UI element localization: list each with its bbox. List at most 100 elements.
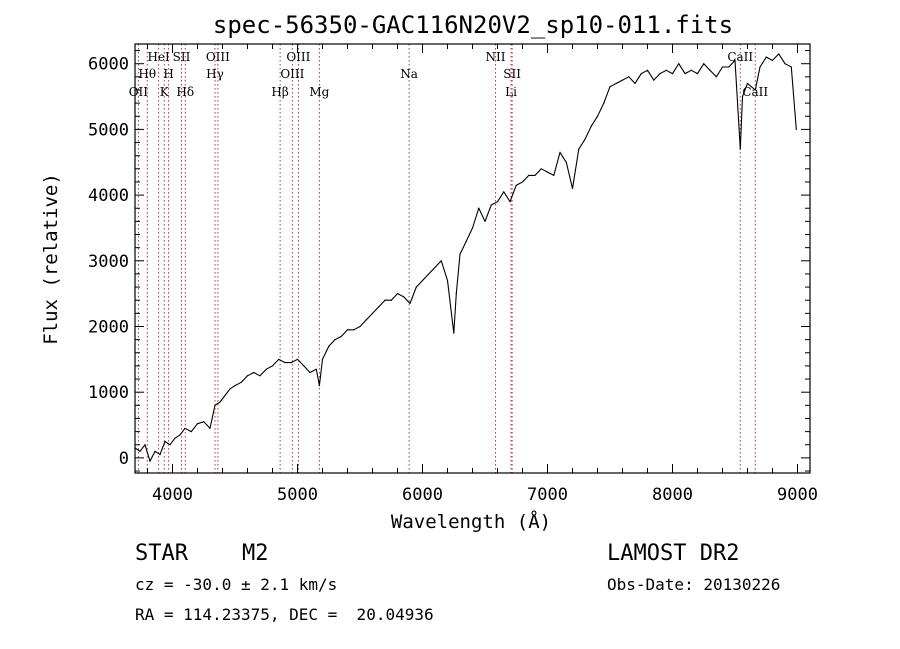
spectrum-point	[229, 388, 231, 390]
spectrum-point	[615, 82, 617, 85]
spectrum-point	[759, 66, 761, 68]
spectrum-point	[296, 358, 299, 360]
line-marker-label: Na	[400, 67, 418, 81]
spectrum-point	[240, 381, 242, 383]
x-tick-label: 5000	[277, 485, 318, 505]
spectrum-point	[214, 404, 216, 406]
spectrum-point	[659, 72, 661, 75]
emission-line-markers: OIIHθHeIKHSIIHδHγOIIIHβOIIIOIIIMgNaNIISI…	[129, 44, 768, 473]
spectrum-point	[571, 187, 574, 190]
spectrum-point	[640, 72, 642, 75]
spectrum-point	[559, 151, 561, 153]
line-marker-label: Mg	[309, 85, 329, 99]
spectrum-point	[318, 385, 320, 387]
spectrum-point	[359, 325, 361, 328]
spectrum-point	[515, 184, 517, 186]
spectrum-point	[596, 115, 599, 117]
line-marker-label: OII	[129, 85, 149, 99]
spectrum-point	[584, 138, 586, 140]
coordinates-text: RA = 114.23375, DEC = 20.04936	[135, 605, 434, 624]
spectrum-point	[553, 174, 555, 176]
spectrum-series	[134, 53, 797, 462]
line-marker-label: OIII	[206, 50, 230, 64]
y-tick-label: 0	[119, 449, 129, 469]
spectrum-point	[196, 423, 199, 425]
spectrum-point	[646, 69, 649, 71]
spectrum-point	[446, 279, 449, 282]
spectrum-point	[315, 368, 317, 370]
spectrum-point	[144, 444, 146, 446]
spectrum-point	[303, 365, 305, 367]
spectrum-point	[746, 82, 749, 85]
spectrum-point	[653, 79, 655, 81]
spectrum-point	[496, 201, 499, 203]
spectrum-point	[409, 302, 411, 305]
spectrum-point	[754, 89, 756, 91]
spectrum-point	[440, 260, 442, 262]
spectrum-point	[684, 72, 686, 75]
spectrum-point	[453, 332, 455, 334]
spectrum-point	[455, 293, 457, 295]
spectrum-point	[696, 72, 699, 75]
spectrum-point	[271, 365, 274, 367]
spectrum-point	[471, 227, 474, 229]
spectrum-point	[428, 273, 430, 275]
spectrum-point	[534, 174, 536, 176]
object-class: STAR	[135, 541, 188, 566]
spectrum-point	[709, 69, 711, 71]
spectrum-point	[154, 450, 156, 452]
spectrum-point	[690, 69, 692, 71]
spectrum-point	[174, 437, 176, 439]
spectrum-point	[384, 299, 386, 301]
spectrum-point	[149, 460, 151, 462]
obs-date-text: Obs-Date: 20130226	[607, 575, 781, 594]
spectrum-point	[253, 371, 255, 374]
line-marker-label: CaII	[742, 85, 768, 99]
spectrum-point	[778, 53, 780, 55]
spectrum-point	[340, 335, 342, 337]
axis-ticks: 4000 5000 6000 7000 8000 9000 0 1000 2000 3000 400…	[88, 44, 818, 505]
spectrum-point	[415, 286, 417, 288]
spectrum-point	[309, 371, 311, 374]
spectrum-point	[459, 253, 461, 255]
y-tick-label: 2000	[88, 317, 129, 337]
spectrum-point	[203, 421, 205, 423]
line-marker-label: Hθ	[138, 67, 156, 81]
spectrum-point	[290, 362, 292, 364]
x-tick-label: 8000	[652, 485, 693, 505]
line-marker-label: K	[160, 85, 170, 99]
spectrum-point	[164, 440, 166, 443]
spectrum-point	[721, 66, 724, 68]
y-tick-label: 6000	[88, 55, 129, 75]
spectrum-point	[421, 279, 424, 282]
y-tick-label: 3000	[88, 252, 129, 272]
y-tick-label: 5000	[88, 120, 129, 140]
line-marker-label: Hδ	[176, 85, 194, 99]
y-tick-label: 4000	[88, 186, 129, 206]
spectrum-point	[224, 394, 226, 397]
x-axis-label: Wavelength (Å)	[391, 510, 551, 533]
line-marker-label: NII	[486, 50, 506, 64]
y-axis-label: Flux (relative)	[40, 173, 62, 345]
redshift-text: cz = -30.0 ± 2.1 km/s	[135, 575, 338, 594]
line-marker-label: Hβ	[271, 85, 288, 99]
spectrum-point	[590, 125, 592, 127]
spectrum-point	[603, 102, 605, 104]
spectrum-line	[134, 53, 797, 462]
line-marker-label: OIII	[286, 50, 310, 64]
line-marker-label: H	[163, 67, 173, 81]
spectrum-point	[353, 329, 355, 331]
spectrum-point	[396, 293, 399, 295]
x-tick-label: 7000	[527, 485, 568, 505]
spectrum-point	[784, 63, 786, 65]
spectrum-point	[678, 63, 680, 65]
spectrum-point	[503, 191, 505, 193]
spectrum-point	[139, 450, 141, 452]
line-marker-label: SII	[173, 50, 191, 64]
spectrum-point	[284, 362, 286, 364]
x-tick-label: 9000	[777, 485, 818, 505]
spectrum-point	[790, 66, 792, 68]
line-marker-label: SII	[503, 67, 521, 81]
spectrum-point	[703, 63, 705, 65]
spectrum-point	[734, 59, 736, 62]
